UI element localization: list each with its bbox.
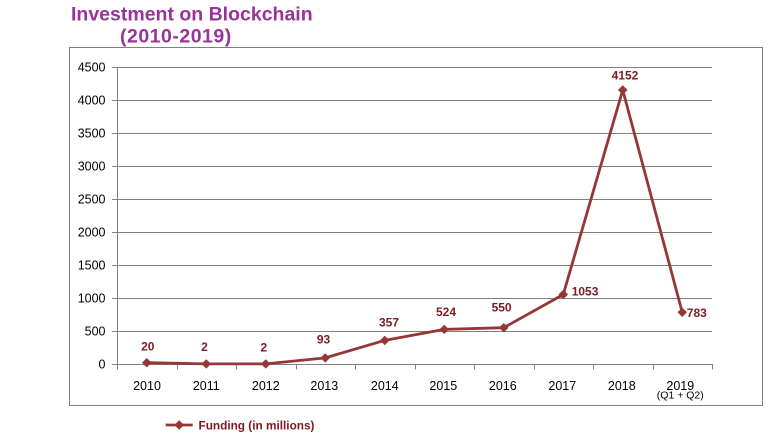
- svg-text:0: 0: [99, 358, 106, 372]
- svg-text:500: 500: [85, 325, 106, 339]
- svg-text:2019: 2019: [666, 379, 694, 393]
- svg-text:3000: 3000: [78, 160, 106, 174]
- svg-text:2012: 2012: [252, 379, 280, 393]
- svg-text:783: 783: [687, 306, 707, 320]
- svg-text:2: 2: [201, 340, 208, 354]
- svg-text:Investment on Blockchain: Investment on Blockchain: [71, 4, 313, 26]
- svg-text:2500: 2500: [78, 193, 106, 207]
- svg-text:2017: 2017: [548, 379, 576, 393]
- svg-text:4000: 4000: [78, 94, 106, 108]
- svg-text:2000: 2000: [78, 226, 106, 240]
- svg-text:20: 20: [141, 340, 155, 354]
- svg-text:1053: 1053: [572, 285, 599, 299]
- svg-text:2: 2: [260, 340, 267, 354]
- svg-text:(Q1 + Q2): (Q1 + Q2): [657, 390, 704, 402]
- svg-text:Funding (in millions): Funding (in millions): [199, 418, 315, 432]
- svg-text:524: 524: [436, 305, 456, 319]
- svg-text:1500: 1500: [78, 259, 106, 273]
- svg-text:3500: 3500: [78, 127, 106, 141]
- svg-text:357: 357: [379, 316, 399, 330]
- svg-text:93: 93: [317, 333, 331, 347]
- svg-text:1000: 1000: [78, 292, 106, 306]
- svg-text:2010: 2010: [133, 379, 161, 393]
- svg-text:4500: 4500: [78, 61, 106, 75]
- svg-text:4152: 4152: [612, 69, 639, 83]
- svg-text:2018: 2018: [608, 379, 636, 393]
- svg-text:2014: 2014: [371, 379, 399, 393]
- svg-text:2015: 2015: [429, 379, 457, 393]
- svg-text:2011: 2011: [193, 379, 220, 393]
- svg-text:(2010-2019): (2010-2019): [120, 26, 232, 48]
- svg-text:550: 550: [492, 301, 512, 315]
- svg-text:2016: 2016: [489, 379, 517, 393]
- svg-text:2013: 2013: [310, 379, 338, 393]
